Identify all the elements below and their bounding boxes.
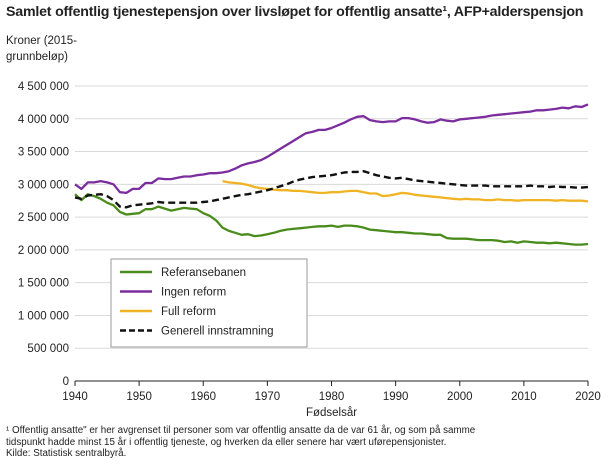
legend-box xyxy=(110,258,308,348)
series-line-2 xyxy=(74,103,589,195)
x-tick-label: 1980 xyxy=(319,391,345,403)
footnote-line2: tidspunkt hadde minst 15 år i offentlig … xyxy=(6,436,447,448)
legend-label: Ingen reform xyxy=(161,287,226,299)
y-tick-label: 3 500 000 xyxy=(18,147,69,159)
y-axis-label-line2: grunnbeløp) xyxy=(6,51,69,63)
series-line-4 xyxy=(74,170,589,209)
y-tick-label: 500 000 xyxy=(27,343,69,355)
y-axis-label: Kroner (2015- grunnbeløp) xyxy=(6,33,77,65)
x-tick-label: 1950 xyxy=(126,391,152,403)
legend-label: Generell innstramning xyxy=(161,326,274,338)
y-tick-label: 3 000 000 xyxy=(18,179,69,191)
x-axis-label: Fødselsår xyxy=(306,407,357,419)
y-tick-label: 2 500 000 xyxy=(18,212,69,224)
x-axis-ticks: 1940 1950 1960 1970 1980 1990 2000 2010 2020 xyxy=(62,381,601,403)
y-axis-ticks: 0 500 000 1 000 000 1 500 000 2 000 000 2 500… xyxy=(18,81,69,388)
footnote-line1: ¹ Offentlig ansatte" er her avgrenset ti… xyxy=(6,425,476,436)
source-note: Kilde: Statistisk sentralbyrå. xyxy=(6,448,127,459)
y-tick-label: 2 000 000 xyxy=(18,245,69,257)
line-chart: 0 500 000 1 000 000 1 500 000 2 000 000 2 500… xyxy=(18,81,601,419)
x-tick-label: 1970 xyxy=(255,391,281,403)
y-tick-label: 4 000 000 xyxy=(18,114,69,126)
x-tick-label: 2020 xyxy=(575,391,601,403)
x-tick-label: 2000 xyxy=(447,391,473,403)
x-tick-label: 1940 xyxy=(62,391,88,403)
chart-title: Samlet offentlig tjenestepensjon over li… xyxy=(6,4,584,20)
y-tick-label: 0 xyxy=(63,376,69,388)
y-tick-label: 1 000 000 xyxy=(18,310,69,322)
footnotes: ¹ Offentlig ansatte" er her avgrenset ti… xyxy=(6,425,606,460)
x-tick-label: 1960 xyxy=(190,391,216,403)
legend: Referansebanen Ingen reform Full reform Gen… xyxy=(110,258,308,348)
legend-label: Referansebanen xyxy=(161,267,246,279)
gridlines xyxy=(75,85,588,349)
series-line-3 xyxy=(222,179,589,203)
x-tick-label: 1990 xyxy=(383,391,409,403)
x-tick-label: 2010 xyxy=(511,391,537,403)
legend-label: Full reform xyxy=(161,306,216,318)
y-tick-label: 4 500 000 xyxy=(18,81,69,93)
series-lines xyxy=(74,103,589,246)
y-tick-label: 1 500 000 xyxy=(18,278,69,290)
y-axis-label-line1: Kroner (2015- xyxy=(6,35,77,47)
series-line-1 xyxy=(74,193,589,246)
